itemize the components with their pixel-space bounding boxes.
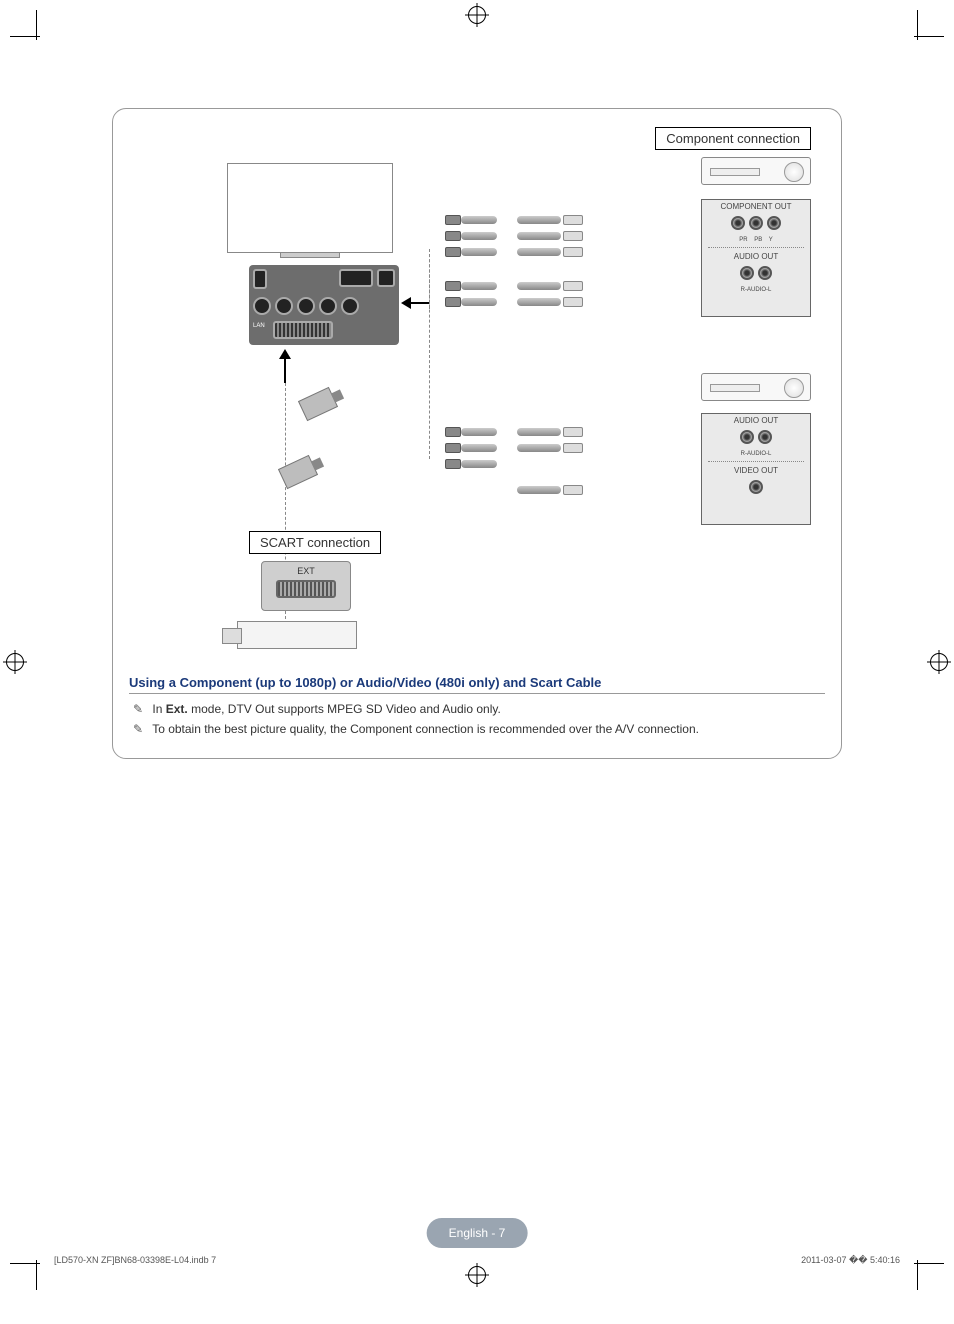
rca-port-icon [319, 297, 337, 315]
crop-mark [914, 36, 944, 37]
component-jack-pb [749, 216, 763, 230]
pin-label: PB [754, 237, 762, 243]
component-out-title: COMPONENT OUT [702, 200, 810, 213]
vcr-icon [237, 621, 357, 649]
video-jack [749, 480, 763, 494]
tv-io-block: LAN [249, 265, 399, 345]
component-connection-label: Component connection [655, 127, 811, 150]
audio-jack-l [758, 430, 772, 444]
dotted-line [429, 249, 430, 459]
crop-mark [917, 1260, 918, 1290]
print-footer: [LD570-XN ZF]BN68-03398E-L04.indb 7 2011… [54, 1255, 900, 1266]
vga-port-icon [339, 269, 373, 287]
registration-mark-icon [468, 6, 486, 24]
pin-label: Y [769, 237, 773, 243]
note1-bold: Ext. [166, 702, 188, 716]
scart-plug-icon [298, 387, 338, 421]
ext-label: EXT [262, 562, 350, 576]
note1-rest: mode, DTV Out supports MPEG SD Video and… [188, 702, 501, 716]
tv-back-panel-icon [227, 163, 393, 253]
note-line-2: ✎ To obtain the best picture quality, th… [133, 722, 825, 736]
audio-jack-l [758, 266, 772, 280]
scart-connection-label: SCART connection [249, 531, 381, 554]
component-out-panel: COMPONENT OUT PR PB Y AUDIO OUT R-AUDIO-… [701, 199, 811, 317]
pin-label: PR [739, 237, 747, 243]
lan-port-icon [253, 269, 267, 289]
note2-text: To obtain the best picture quality, the … [152, 722, 699, 736]
content-frame: Component connection COMPONENT OUT PR PB… [112, 108, 842, 759]
registration-mark-icon [468, 1266, 486, 1284]
crop-mark [36, 10, 37, 40]
arrow-stem [284, 359, 286, 383]
rca-port-icon [253, 297, 271, 315]
crop-mark [36, 1260, 37, 1290]
audio-jack-r [740, 430, 754, 444]
notes-section: Using a Component (up to 1080p) or Audio… [129, 675, 825, 736]
page-indicator-pill: English - 7 [427, 1218, 528, 1248]
rca-port-icon [275, 297, 293, 315]
dvd-player-icon [701, 157, 811, 185]
component-jack-y [767, 216, 781, 230]
r-audio-l-label: R-AUDIO-L [702, 285, 810, 295]
audio-out-title: AUDIO OUT [702, 250, 810, 263]
note-icon: ✎ [133, 722, 143, 736]
rca-port-icon [341, 297, 359, 315]
scart-plug-icon [278, 455, 318, 489]
crop-mark [917, 10, 918, 40]
audio-jack-r [740, 266, 754, 280]
registration-mark-icon [930, 653, 948, 671]
connection-diagram: Component connection COMPONENT OUT PR PB… [129, 121, 825, 671]
scart-port-icon [273, 321, 333, 339]
av-out-panel: AUDIO OUT R-AUDIO-L VIDEO OUT [701, 413, 811, 525]
ext-port-icon [276, 580, 336, 598]
arrow-left-icon [401, 297, 411, 309]
component-jack-pr [731, 216, 745, 230]
video-out-title: VIDEO OUT [702, 464, 810, 477]
lan-label: LAN [253, 323, 265, 329]
footer-left: [LD570-XN ZF]BN68-03398E-L04.indb 7 [54, 1255, 216, 1266]
ext-port-panel: EXT [261, 561, 351, 611]
note-line-1: ✎ In Ext. mode, DTV Out supports MPEG SD… [133, 702, 825, 716]
note1-prefix: In [152, 702, 165, 716]
section-heading: Using a Component (up to 1080p) or Audio… [129, 675, 825, 694]
registration-mark-icon [6, 653, 24, 671]
dvd-player-icon [701, 373, 811, 401]
footer-right: 2011-03-07 �� 5:40:16 [801, 1255, 900, 1266]
note-icon: ✎ [133, 702, 143, 716]
r-audio-l-label: R-AUDIO-L [702, 449, 810, 459]
audio-out-title: AUDIO OUT [702, 414, 810, 427]
arrow-stem [411, 302, 429, 304]
crop-mark [914, 1263, 944, 1264]
arrow-up-icon [279, 349, 291, 359]
rca-port-icon [297, 297, 315, 315]
misc-port-icon [377, 269, 395, 287]
